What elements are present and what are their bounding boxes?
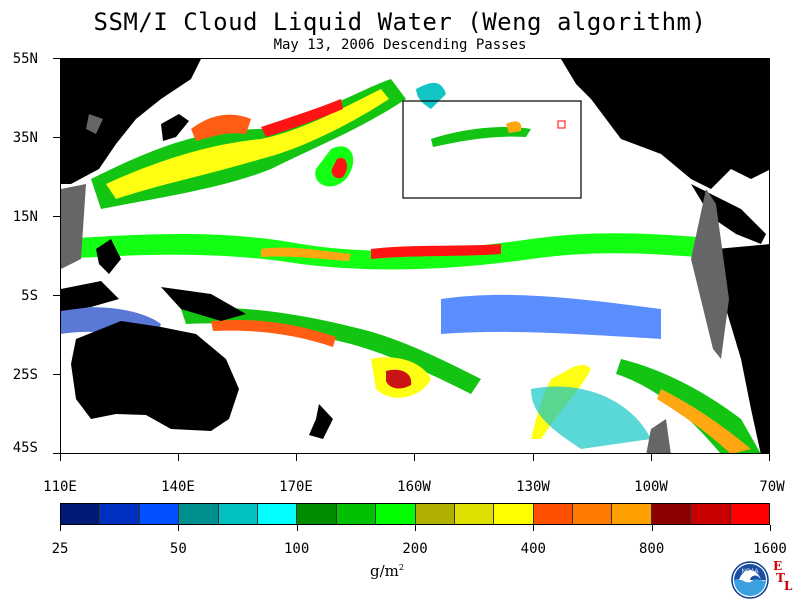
colorbar-tick bbox=[296, 525, 298, 531]
colorbar-tick bbox=[651, 525, 653, 531]
south-america-land bbox=[716, 244, 769, 453]
colorbar bbox=[60, 503, 770, 525]
colorbar-tick-label: 800 bbox=[639, 541, 665, 557]
philippines-land bbox=[96, 239, 121, 274]
colorbar-segment bbox=[100, 504, 140, 524]
colorbar-tick-label: 100 bbox=[284, 541, 310, 557]
units-text: g/m bbox=[370, 562, 399, 580]
lat-label-55n: 55N bbox=[12, 51, 38, 67]
lon-label-100w: 100W bbox=[634, 479, 668, 495]
lat-label-15n: 15N bbox=[12, 209, 38, 225]
colorbar-segment bbox=[691, 504, 731, 524]
colorbar-segment bbox=[415, 504, 455, 524]
colorbar-segment bbox=[494, 504, 534, 524]
lon-tick bbox=[414, 454, 415, 461]
lat-tick bbox=[53, 453, 60, 454]
lat-tick bbox=[53, 137, 60, 138]
lon-label-170e: 170E bbox=[279, 479, 313, 495]
new-guinea-land bbox=[161, 287, 246, 321]
colorbar-segment bbox=[297, 504, 337, 524]
lon-label-160w: 160W bbox=[397, 479, 431, 495]
chart-subtitle: May 13, 2006 Descending Passes bbox=[273, 37, 527, 53]
colorbar-segment bbox=[218, 504, 258, 524]
lat-tick bbox=[53, 295, 60, 296]
colorbar-tick bbox=[770, 525, 771, 531]
borneo-land bbox=[61, 281, 119, 311]
colorbar-segment bbox=[336, 504, 377, 524]
land-masses bbox=[61, 59, 769, 453]
cloud-field bbox=[61, 79, 761, 453]
colorbar-tick bbox=[60, 525, 61, 531]
colorbar-segment bbox=[179, 504, 219, 524]
asia-land bbox=[61, 59, 201, 184]
noaa-logo-text: NOAA bbox=[741, 569, 758, 575]
colorbar-segment bbox=[257, 504, 298, 524]
colorbar-tick bbox=[533, 525, 535, 531]
etl-logo: E T L bbox=[773, 560, 792, 592]
lat-label-5s: 5S bbox=[21, 288, 38, 304]
north-america-land bbox=[561, 59, 769, 189]
map-panel bbox=[60, 58, 770, 454]
lat-tick bbox=[53, 374, 60, 375]
lat-tick bbox=[53, 216, 60, 217]
lat-label-35n: 35N bbox=[12, 130, 38, 146]
lon-tick bbox=[60, 454, 61, 461]
lon-tick bbox=[533, 454, 534, 461]
colorbar-segment bbox=[730, 504, 770, 524]
site-marker bbox=[557, 120, 566, 129]
etl-letter-l: L bbox=[784, 579, 793, 593]
lon-label-110e: 110E bbox=[43, 479, 77, 495]
lat-label-45s: 45S bbox=[12, 440, 38, 456]
colorbar-segment bbox=[454, 504, 495, 524]
units-label: g/m2 bbox=[370, 562, 404, 580]
missing-data bbox=[61, 114, 729, 453]
cloud-water-map bbox=[61, 59, 769, 453]
colorbar-segment bbox=[533, 504, 574, 524]
chart-title: SSM/I Cloud Liquid Water (Weng algorithm… bbox=[93, 8, 707, 36]
lon-label-130w: 130W bbox=[516, 479, 550, 495]
japan-land bbox=[161, 114, 189, 141]
noaa-logo: NOAA bbox=[731, 561, 769, 599]
australia-land bbox=[71, 321, 239, 431]
highlight-box bbox=[402, 100, 582, 199]
lon-tick bbox=[769, 454, 770, 461]
colorbar-segment bbox=[651, 504, 692, 524]
colorbar-tick-label: 50 bbox=[169, 541, 187, 557]
colorbar-tick-label: 1600 bbox=[753, 541, 787, 557]
lon-label-140e: 140E bbox=[161, 479, 195, 495]
units-exponent: 2 bbox=[398, 563, 404, 572]
lon-tick bbox=[178, 454, 179, 461]
colorbar-segment bbox=[612, 504, 652, 524]
colorbar-tick bbox=[178, 525, 180, 531]
etl-letter-e: E bbox=[773, 559, 783, 573]
new-zealand-land bbox=[309, 404, 333, 439]
colorbar-tick-label: 25 bbox=[51, 541, 69, 557]
colorbar-segment bbox=[61, 504, 101, 524]
lat-tick bbox=[53, 58, 60, 59]
lat-label-25s: 25S bbox=[12, 367, 38, 383]
lon-label-70w: 70W bbox=[759, 479, 785, 495]
lon-tick bbox=[651, 454, 652, 461]
lon-tick bbox=[296, 454, 297, 461]
colorbar-segment bbox=[573, 504, 613, 524]
etl-letter-t: T bbox=[776, 571, 785, 585]
colorbar-tick bbox=[415, 525, 416, 531]
colorbar-segment bbox=[139, 504, 180, 524]
colorbar-tick-label: 200 bbox=[402, 541, 428, 557]
colorbar-tick-label: 400 bbox=[520, 541, 546, 557]
colorbar-segment bbox=[376, 504, 416, 524]
